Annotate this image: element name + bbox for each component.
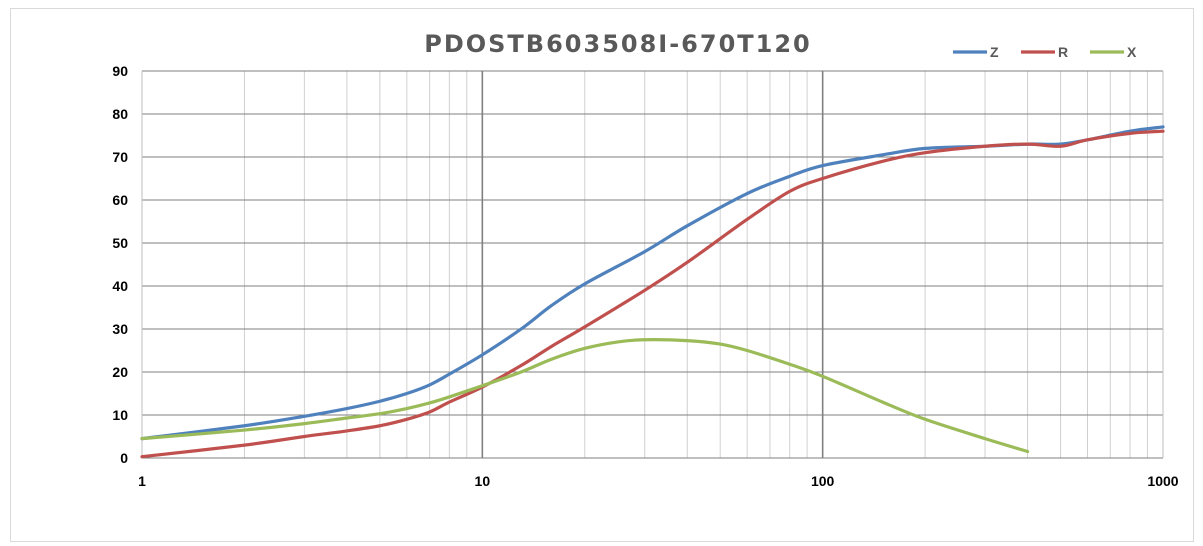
minor-gridlines	[243, 71, 1148, 458]
legend-label: Z	[990, 44, 999, 60]
y-tick-label: 40	[112, 278, 128, 294]
y-tick-label: 60	[112, 192, 128, 208]
y-tick-label: 30	[112, 321, 128, 337]
y-tick-label: 50	[112, 235, 128, 251]
x-tick-label: 1	[138, 473, 146, 489]
chart-title: PDOSTB603508I-670T120	[424, 30, 812, 58]
series-layer	[140, 125, 1165, 459]
y-tick-label: 70	[112, 149, 128, 165]
legend-label: X	[1127, 44, 1137, 60]
legend-item-z: Z	[953, 44, 999, 60]
legend-label: R	[1058, 44, 1068, 60]
y-tick-label: 80	[112, 106, 128, 122]
y-tick-label: 0	[120, 450, 128, 466]
legend-item-r: R	[1021, 44, 1068, 60]
y-tick-label: 20	[112, 364, 128, 380]
series-line-r	[140, 129, 1165, 459]
x-tick-label: 1000	[1147, 473, 1178, 489]
y-tick-label: 10	[112, 407, 128, 423]
tick-labels: 0 10 20 30 40 50 60 70 80 90 1 10 100 1000	[112, 63, 1178, 489]
x-tick-label: 10	[475, 473, 491, 489]
x-tick-label: 100	[811, 473, 835, 489]
series-line-x	[140, 338, 1030, 454]
legend-item-x: X	[1090, 44, 1137, 60]
y-tick-label: 90	[112, 63, 128, 79]
